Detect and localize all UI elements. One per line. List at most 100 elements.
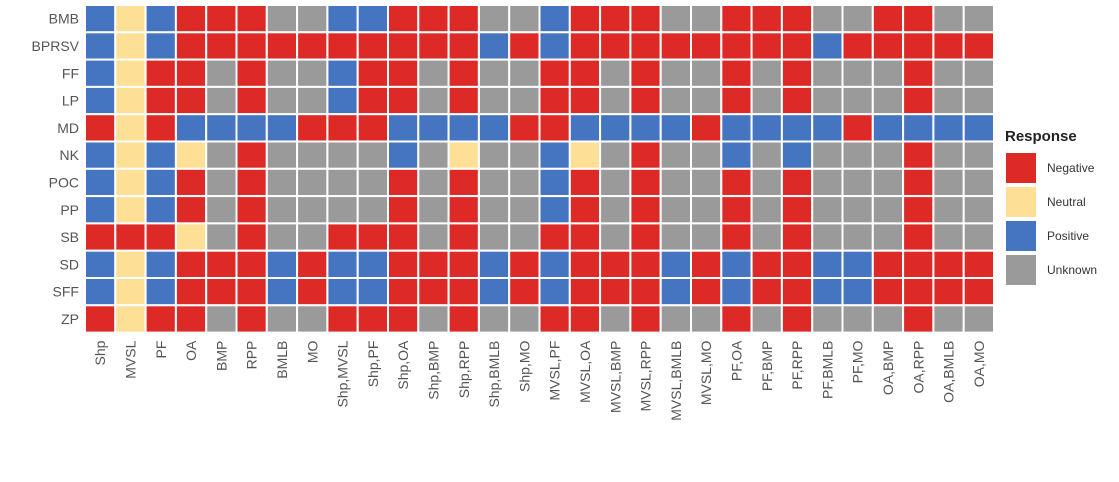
cell-pp-oa-mo — [962, 195, 996, 225]
cell-bmb-pf-mo — [841, 4, 874, 34]
cell-sd-shp-mvsl — [326, 249, 359, 279]
cell-bprsv-shp-pf — [356, 31, 390, 61]
cell-pp-mo — [296, 195, 329, 225]
cell-nk-pf-rpp — [780, 140, 814, 170]
cell-md-mvsl — [114, 113, 147, 143]
cell-zp-mvsl-bmlb — [659, 304, 693, 334]
column-label-shp-rpp: Shp,RPP — [456, 341, 472, 399]
cell-md-pf — [144, 113, 177, 143]
cell-zp-pf-mo — [841, 304, 874, 334]
cell-bmb-oa — [174, 4, 208, 34]
column-label-pf-bmp: PF,BMP — [759, 341, 775, 392]
cell-sb-pf-bmlb — [811, 222, 844, 252]
row-label-md: MD — [57, 120, 79, 136]
row-label-sd: SD — [60, 256, 79, 272]
cell-md-pf-mo — [841, 113, 874, 143]
cell-nk-rpp — [235, 140, 268, 170]
cell-sd-mvsl-rpp — [629, 249, 662, 279]
cell-zp-rpp — [235, 304, 268, 334]
cell-bmb-pf-bmlb — [811, 4, 844, 34]
cell-ff-bmp — [205, 58, 238, 88]
cell-lp-pf-rpp — [780, 85, 814, 116]
cell-zp-pf-bmp — [750, 304, 783, 334]
cell-lp-oa-bmp — [871, 85, 905, 116]
cell-poc-shp — [84, 167, 117, 198]
legend-label-neutral: Neutral — [1047, 195, 1086, 209]
cell-bprsv-shp-mvsl — [326, 31, 359, 61]
cell-sff-mvsl-bmlb — [659, 277, 693, 307]
cell-sb-mvsl-pf — [538, 222, 571, 252]
cell-sd-oa — [174, 249, 208, 279]
cell-sb-mvsl-mo — [690, 222, 723, 252]
cell-sd-bmp — [205, 249, 238, 279]
cell-zp-shp-mo — [508, 304, 541, 334]
cell-lp-mvsl — [114, 85, 147, 116]
cell-sb-pf-bmp — [750, 222, 783, 252]
cell-nk-oa — [174, 140, 208, 170]
cell-bprsv-pf-mo — [841, 31, 874, 61]
cell-bprsv-shp-bmlb — [477, 31, 511, 61]
cell-bmb-pf-bmp — [750, 4, 783, 34]
cell-lp-mvsl-pf — [538, 85, 571, 116]
cell-bprsv-mo — [296, 31, 329, 61]
cell-lp-mvsl-bmlb — [659, 85, 693, 116]
cell-zp-mvsl-rpp — [629, 304, 662, 334]
cell-bprsv-shp-rpp — [447, 31, 480, 61]
cell-zp-pf — [144, 304, 177, 334]
cell-sb-bmlb — [265, 222, 299, 252]
cell-bmb-oa-bmp — [871, 4, 905, 34]
cell-pp-shp-rpp — [447, 195, 480, 225]
column-label-oa: OA — [183, 340, 199, 361]
column-label-shp-bmlb: Shp,BMLB — [486, 341, 502, 408]
cell-md-pf-rpp — [780, 113, 814, 143]
cell-bmb-rpp — [235, 4, 268, 34]
cell-ff-shp-pf — [356, 58, 390, 88]
cell-bprsv-shp — [84, 31, 117, 61]
column-label-mvsl-mo: MVSL,MO — [698, 341, 714, 406]
cell-sd-pf-oa — [720, 249, 753, 279]
cell-bprsv-mvsl-oa — [568, 31, 602, 61]
cell-bmb-bmlb — [265, 4, 299, 34]
cell-bprsv-oa-bmp — [871, 31, 905, 61]
cell-lp-mvsl-mo — [690, 85, 723, 116]
cell-nk-mvsl — [114, 140, 147, 170]
cell-sff-mvsl-bmp — [599, 277, 632, 307]
column-label-oa-mo: OA,MO — [971, 340, 987, 387]
cell-poc-mvsl-bmlb — [659, 167, 693, 198]
legend-swatch-negative — [1005, 152, 1037, 184]
cell-lp-shp-mo — [508, 85, 541, 116]
cell-bmb-pf — [144, 4, 177, 34]
cell-sff-shp-bmlb — [477, 277, 511, 307]
cell-ff-mvsl-oa — [568, 58, 602, 88]
cell-nk-mvsl-pf — [538, 140, 571, 170]
cell-lp-pf-oa — [720, 85, 753, 116]
cell-sb-pf-mo — [841, 222, 874, 252]
cell-sd-oa-bmp — [871, 249, 905, 279]
column-label-mvsl-rpp: MVSL,RPP — [638, 341, 654, 412]
cell-sb-pf — [144, 222, 177, 252]
cell-poc-mvsl-bmp — [599, 167, 632, 198]
cell-sd-shp-bmlb — [477, 249, 511, 279]
cell-lp-mo — [296, 85, 329, 116]
row-label-pp: PP — [60, 202, 79, 218]
cell-bmb-pf-rpp — [780, 4, 814, 34]
column-label-shp-bmp: Shp,BMP — [425, 341, 441, 400]
cell-ff-pf-oa — [720, 58, 753, 88]
cell-poc-shp-bmp — [417, 167, 450, 198]
cell-nk-shp-rpp — [447, 140, 480, 170]
cell-bmb-mvsl-bmp — [599, 4, 632, 34]
cell-sd-shp-pf — [356, 249, 390, 279]
cell-poc-oa-mo — [962, 167, 996, 198]
cell-lp-bmlb — [265, 85, 299, 116]
column-label-shp-mvsl: Shp,MVSL — [335, 340, 351, 407]
cell-md-shp-pf — [356, 113, 390, 143]
cell-zp-mvsl-pf — [538, 304, 571, 334]
cell-lp-shp-bmlb — [477, 85, 511, 116]
cell-nk-pf-oa — [720, 140, 753, 170]
cell-bmb-shp-oa — [387, 4, 420, 34]
cell-poc-shp-pf — [356, 167, 390, 198]
cell-md-shp-rpp — [447, 113, 480, 143]
cell-pp-shp-bmlb — [477, 195, 511, 225]
cell-bprsv-oa-bmlb — [932, 31, 965, 61]
cell-ff-oa — [174, 58, 208, 88]
